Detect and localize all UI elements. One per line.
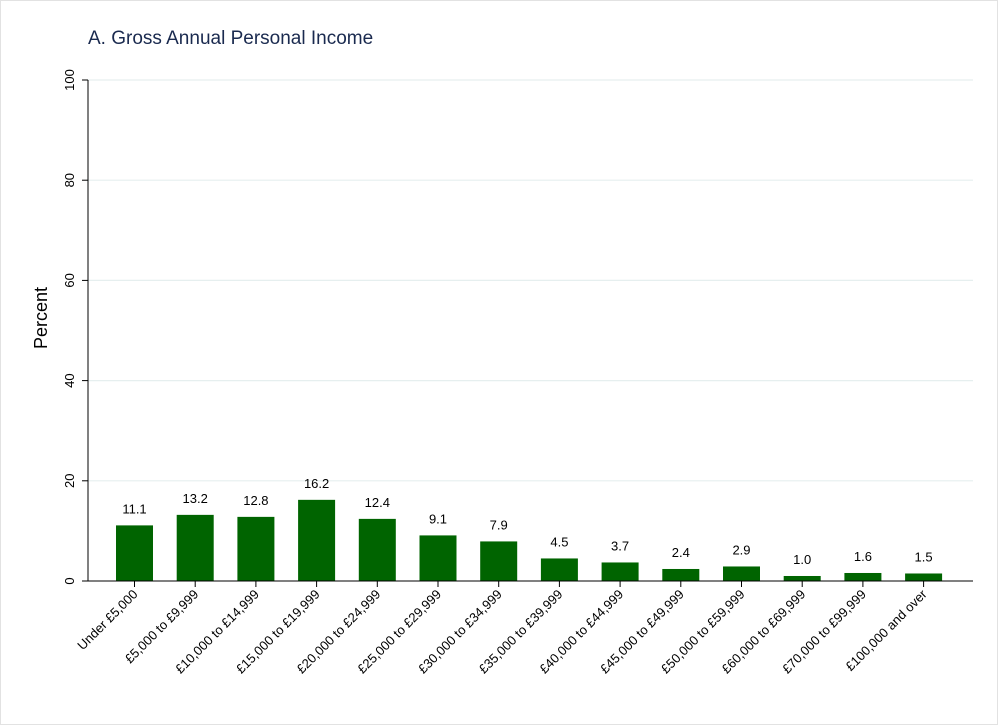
y-tick-label: 80 — [62, 173, 77, 187]
bar — [176, 514, 214, 581]
bar-value-label: 1.5 — [915, 549, 933, 564]
bar — [237, 516, 275, 581]
bar — [723, 566, 760, 581]
bar — [905, 573, 943, 581]
bar-value-label: 12.4 — [365, 495, 390, 510]
bar-value-label: 1.0 — [793, 552, 811, 567]
bar — [540, 558, 578, 581]
bar — [358, 518, 396, 581]
bar — [480, 541, 518, 581]
bar-value-label: 13.2 — [183, 491, 208, 506]
bar — [116, 525, 153, 581]
y-tick-label: 40 — [62, 373, 77, 387]
y-tick-label: 60 — [62, 273, 77, 287]
y-axis-title: Percent — [31, 287, 51, 349]
bar-value-label: 9.1 — [429, 511, 447, 526]
x-tick-label: Under £5,000 — [74, 587, 140, 653]
bar-value-label: 16.2 — [304, 476, 329, 491]
chart-title: A. Gross Annual Personal Income — [88, 28, 374, 49]
bar-value-label: 1.6 — [854, 549, 872, 564]
x-ticks: Under £5,000£5,000 to £9,999£10,000 to £… — [74, 581, 930, 676]
bar-value-label: 3.7 — [611, 538, 629, 553]
bar — [298, 499, 336, 581]
bar-value-label: 11.1 — [122, 501, 146, 516]
y-tick-label: 0 — [62, 577, 77, 584]
bar — [419, 535, 457, 581]
bar — [601, 562, 639, 581]
bar-value-label: 2.9 — [732, 542, 750, 557]
y-ticks: 0 20 40 60 80 100 — [62, 69, 88, 585]
gridlines — [88, 79, 973, 482]
axes — [87, 80, 973, 582]
bar — [662, 568, 700, 581]
bars — [116, 499, 943, 581]
bar — [844, 572, 882, 581]
bar-value-label: 2.4 — [672, 545, 690, 560]
bar — [783, 575, 821, 581]
bar-value-label: 12.8 — [243, 493, 268, 508]
bar-value-label: 4.5 — [550, 534, 568, 549]
y-tick-label: 100 — [62, 69, 77, 91]
data-labels: 11.1 13.2 12.8 16.2 12.4 9.1 7.9 4.5 3.7 2.4 2.9 1.… — [122, 476, 932, 567]
y-tick-label: 20 — [62, 474, 77, 488]
bar-value-label: 7.9 — [490, 517, 508, 532]
